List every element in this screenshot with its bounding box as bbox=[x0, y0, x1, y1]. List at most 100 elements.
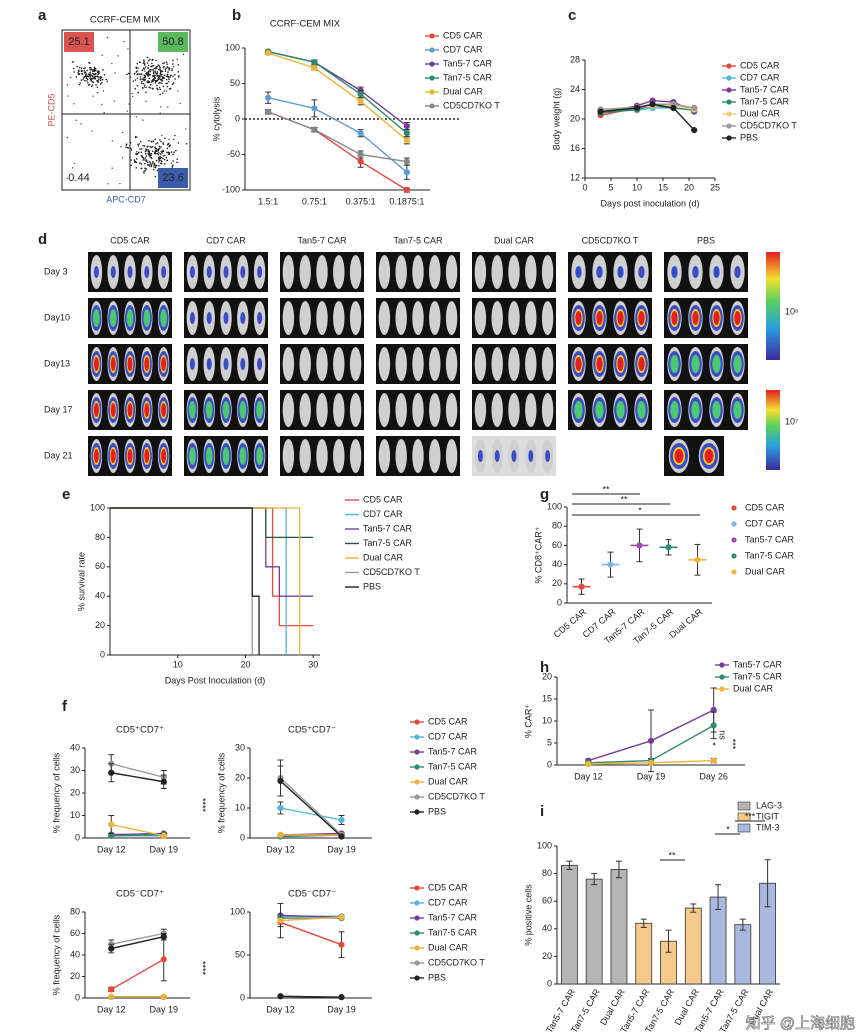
data-point bbox=[277, 993, 284, 1000]
event-dot bbox=[145, 100, 147, 103]
event-dot bbox=[66, 84, 69, 86]
event-dot bbox=[147, 152, 149, 155]
event-dot bbox=[102, 69, 104, 71]
signal bbox=[239, 447, 247, 465]
event-dot bbox=[162, 85, 165, 88]
event-dot bbox=[149, 70, 152, 73]
legend-label: Tan5-7 CAR bbox=[740, 84, 790, 94]
event-dot bbox=[146, 56, 149, 59]
event-dot bbox=[153, 79, 155, 81]
event-dot bbox=[170, 151, 173, 153]
mouse bbox=[316, 393, 328, 427]
event-dot bbox=[91, 80, 94, 83]
event-dot bbox=[154, 77, 157, 79]
legend-label: TIM-3 bbox=[756, 822, 780, 832]
event-dot bbox=[147, 64, 150, 67]
data-point bbox=[647, 759, 655, 766]
mouse bbox=[508, 393, 520, 427]
event-dot bbox=[145, 155, 148, 157]
event-dot bbox=[80, 79, 83, 81]
significance: * bbox=[708, 742, 718, 746]
quadrant-value: 23.6 bbox=[162, 172, 183, 184]
legend-label: CD5CD7KO T bbox=[443, 100, 500, 110]
event-dot bbox=[156, 70, 159, 73]
legend-marker bbox=[414, 885, 420, 891]
event-dot bbox=[148, 154, 151, 156]
event-dot bbox=[155, 150, 158, 153]
event-dot bbox=[93, 70, 96, 73]
legend-label: Tan5-7 CAR bbox=[733, 659, 783, 669]
mouse bbox=[395, 255, 407, 289]
signal bbox=[110, 449, 116, 463]
event-dot bbox=[158, 159, 161, 162]
bar bbox=[610, 869, 628, 985]
mouse bbox=[491, 255, 503, 289]
x-tick-label: 0.375:1 bbox=[346, 196, 376, 206]
event-dot bbox=[143, 62, 146, 65]
event-dot bbox=[148, 139, 150, 142]
event-dot bbox=[131, 92, 133, 95]
signal bbox=[189, 447, 196, 465]
event-dot bbox=[140, 167, 142, 170]
signal bbox=[734, 311, 741, 325]
event-dot bbox=[97, 70, 99, 72]
event-dot bbox=[158, 68, 160, 71]
event-dot bbox=[172, 65, 175, 68]
x-tick-label: 25 bbox=[710, 182, 720, 192]
y-axis-label: % CAR⁺ bbox=[523, 704, 533, 739]
event-dot bbox=[89, 75, 91, 78]
signal bbox=[638, 311, 645, 325]
event-dot bbox=[168, 152, 171, 154]
event-dot bbox=[81, 72, 83, 75]
event-dot bbox=[166, 147, 169, 150]
event-dot bbox=[85, 77, 88, 79]
legend-label: Tan7-5 CAR bbox=[363, 538, 413, 548]
signal bbox=[257, 358, 263, 370]
y-axis-label: % CD8⁺CAR⁺ bbox=[533, 526, 543, 583]
mouse bbox=[541, 347, 554, 381]
y-tick-label: 20 bbox=[552, 578, 562, 588]
event-dot bbox=[158, 145, 161, 148]
event-dot bbox=[160, 159, 162, 162]
event-dot bbox=[144, 153, 147, 155]
event-dot bbox=[67, 95, 69, 97]
event-dot bbox=[128, 103, 130, 105]
y-tick-label: 5 bbox=[547, 737, 552, 747]
data-point bbox=[585, 761, 592, 768]
legend-label: Dual CAR bbox=[733, 683, 774, 693]
event-dot bbox=[83, 69, 86, 72]
legend-marker bbox=[429, 103, 435, 109]
y-tick-label: -50 bbox=[227, 149, 240, 159]
color-scale bbox=[766, 390, 780, 470]
event-dot bbox=[158, 152, 160, 154]
event-dot bbox=[163, 90, 166, 92]
x-tick-label: Day 12 bbox=[266, 1004, 295, 1014]
data-point bbox=[357, 158, 364, 165]
mouse bbox=[282, 255, 295, 289]
survival-curve bbox=[110, 507, 253, 655]
event-dot bbox=[159, 153, 162, 155]
data-point bbox=[338, 914, 345, 921]
signal bbox=[691, 355, 700, 373]
event-dot bbox=[148, 165, 151, 167]
y-tick-label: 24 bbox=[570, 84, 580, 94]
signal bbox=[494, 450, 500, 462]
event-dot bbox=[80, 67, 83, 69]
y-tick-label: 40 bbox=[542, 923, 552, 933]
event-dot bbox=[168, 88, 171, 90]
data-point bbox=[357, 98, 364, 105]
significance: **** bbox=[198, 798, 208, 813]
legend-label: Tan5-7 CAR bbox=[745, 534, 795, 544]
legend-marker bbox=[429, 33, 435, 39]
x-tick-label: 0.75:1 bbox=[302, 196, 327, 206]
signal bbox=[109, 309, 117, 327]
event-dot bbox=[177, 64, 180, 66]
mouse bbox=[395, 301, 407, 335]
event-dot bbox=[162, 62, 164, 65]
mouse bbox=[378, 301, 391, 335]
event-dot bbox=[94, 67, 97, 70]
event-dot bbox=[149, 87, 152, 89]
event-dot bbox=[171, 69, 173, 72]
data-point bbox=[265, 94, 272, 101]
event-dot bbox=[155, 159, 158, 162]
